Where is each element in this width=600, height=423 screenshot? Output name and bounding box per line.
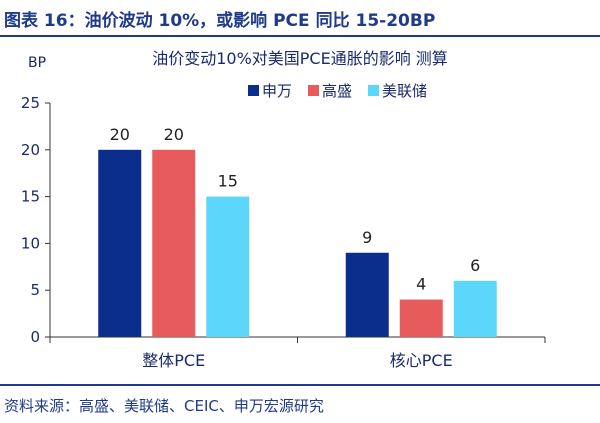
legend-label: 美联储: [382, 82, 427, 100]
legend: 申万 高盛 美联储: [248, 82, 427, 100]
data-label: 4: [416, 275, 426, 294]
header-rule: [0, 35, 600, 37]
data-label: 20: [164, 125, 184, 144]
chart-title: 油价变动10%对美国PCE通胀的影响 测算: [152, 49, 448, 68]
figure-title: 图表 16：油价波动 10%，或影响 PCE 同比 15-20BP: [4, 11, 436, 31]
legend-label: 申万: [262, 82, 292, 100]
bar: [453, 280, 497, 337]
y-tick-label: 5: [30, 281, 40, 299]
legend-swatch: [248, 85, 259, 96]
source-note: 资料来源：高盛、美联储、CEIC、申万宏源研究: [4, 397, 324, 415]
legend-swatch: [308, 85, 319, 96]
legend-label: 高盛: [322, 82, 352, 100]
y-tick-label: 25: [21, 94, 40, 112]
bar-chart: 油价变动10%对美国PCE通胀的影响 测算 BP 0 5 10 15 20 25 20 20 1…: [21, 49, 546, 370]
x-category-label: 整体PCE: [142, 351, 205, 370]
legend-item: 高盛: [308, 82, 352, 100]
bar: [345, 252, 389, 337]
bar: [152, 149, 196, 337]
bar: [98, 149, 142, 337]
data-label: 15: [218, 172, 238, 191]
footer-rule: [0, 384, 600, 386]
data-label: 9: [362, 228, 372, 247]
y-tick-label: 10: [21, 234, 40, 252]
x-category-label: 核心PCE: [390, 351, 453, 370]
plot-area: 0 5 10 15 20 25 20 20 15 整体PCE 9 4 6 核心PCE: [21, 94, 546, 370]
y-tick-label: 20: [21, 141, 40, 159]
y-tick-label: 0: [30, 328, 40, 346]
bar: [206, 196, 250, 337]
bar: [399, 299, 443, 337]
y-tick-label: 15: [21, 188, 40, 206]
data-label: 20: [110, 125, 130, 144]
data-label: 6: [470, 256, 480, 275]
y-axis-unit-label: BP: [28, 55, 46, 71]
figure-header: 图表 16：油价波动 10%，或影响 PCE 同比 15-20BP: [0, 0, 600, 36]
legend-swatch: [368, 85, 379, 96]
legend-item: 申万: [248, 82, 292, 100]
legend-item: 美联储: [368, 82, 427, 100]
